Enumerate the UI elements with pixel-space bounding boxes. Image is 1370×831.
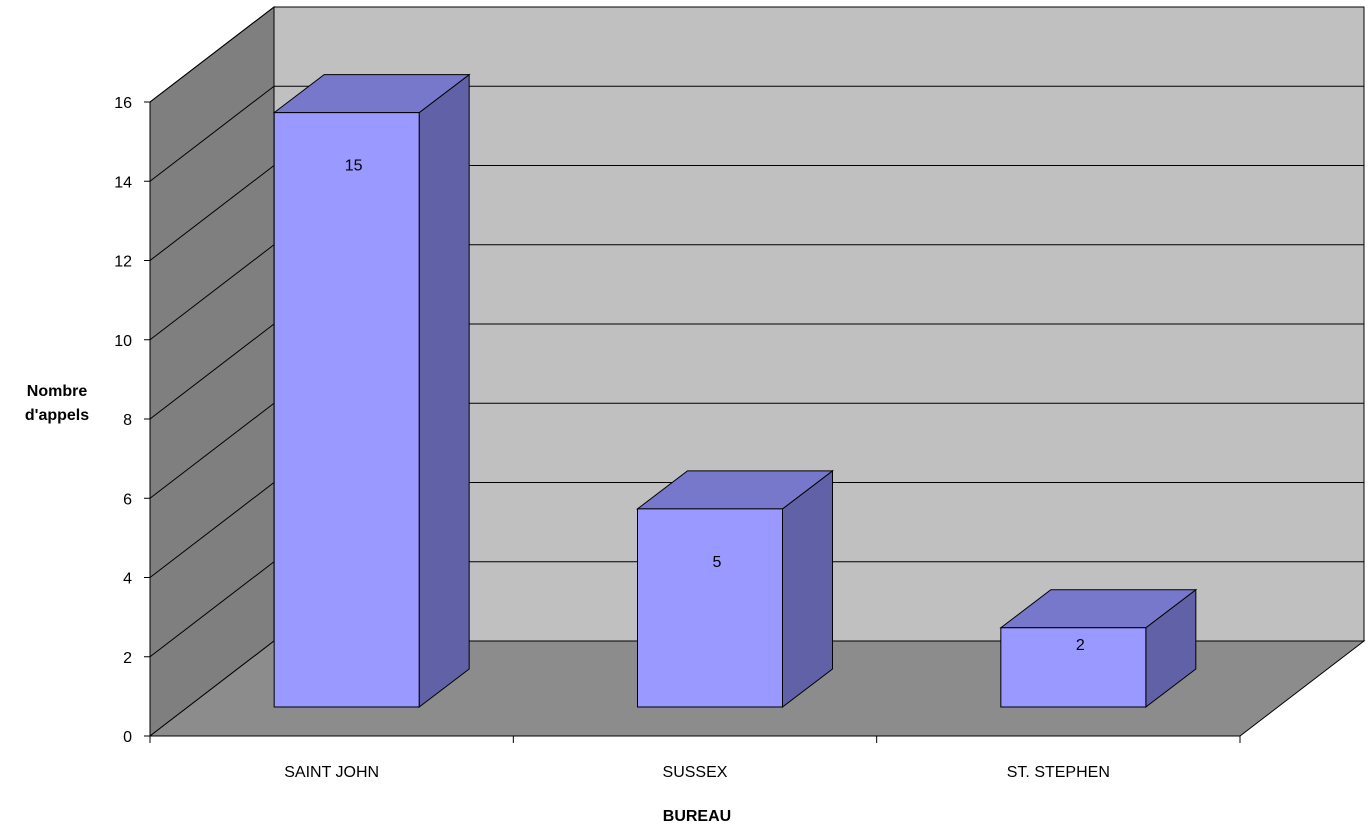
bar-front [1000, 627, 1147, 708]
bar-side [782, 469, 833, 709]
y-tick-label: 16 [114, 95, 132, 112]
gridline-side [149, 402, 275, 499]
data-label: 2 [1076, 637, 1085, 654]
bar-side [418, 73, 470, 709]
gridline-side [149, 244, 275, 341]
y-tick-label: 12 [114, 254, 132, 271]
y-tick-label: 8 [123, 412, 132, 429]
x-tick-label: SUSSEX [663, 764, 728, 781]
y-tick-label: 10 [114, 333, 132, 350]
gridline-side [149, 561, 275, 658]
y-axis-title-line-1: Nombre [27, 383, 88, 400]
y-axis: 0 2 4 6 8 10 12 14 16 [114, 95, 151, 746]
y-tick-label: 6 [123, 491, 132, 508]
bar-front [637, 508, 783, 708]
x-tick-label: SAINT JOHN [284, 764, 379, 781]
data-label: 15 [345, 158, 363, 175]
y-tick-label: 2 [123, 650, 132, 667]
gridline-side [149, 323, 275, 420]
y-tick-label: 0 [123, 729, 132, 746]
y-tick-label: 4 [123, 571, 132, 588]
gridline-side [149, 85, 275, 182]
y-tick-label: 14 [114, 174, 132, 191]
bar: 15 [272, 73, 471, 709]
x-axis-title: BUREAU [663, 808, 731, 825]
data-label: 5 [713, 554, 722, 571]
gridline-side [149, 482, 275, 578]
bar-front [273, 112, 420, 708]
gridline-side [149, 165, 275, 261]
gridline-side [149, 6, 275, 103]
x-axis: SAINT JOHN SUSSEX ST. STEPHEN [149, 735, 1241, 781]
x-tick-label: ST. STEPHEN [1007, 764, 1110, 781]
bar: 5 [636, 469, 834, 709]
bar: 2 [999, 588, 1198, 709]
y-axis-title-line-2: d'appels [25, 407, 89, 424]
